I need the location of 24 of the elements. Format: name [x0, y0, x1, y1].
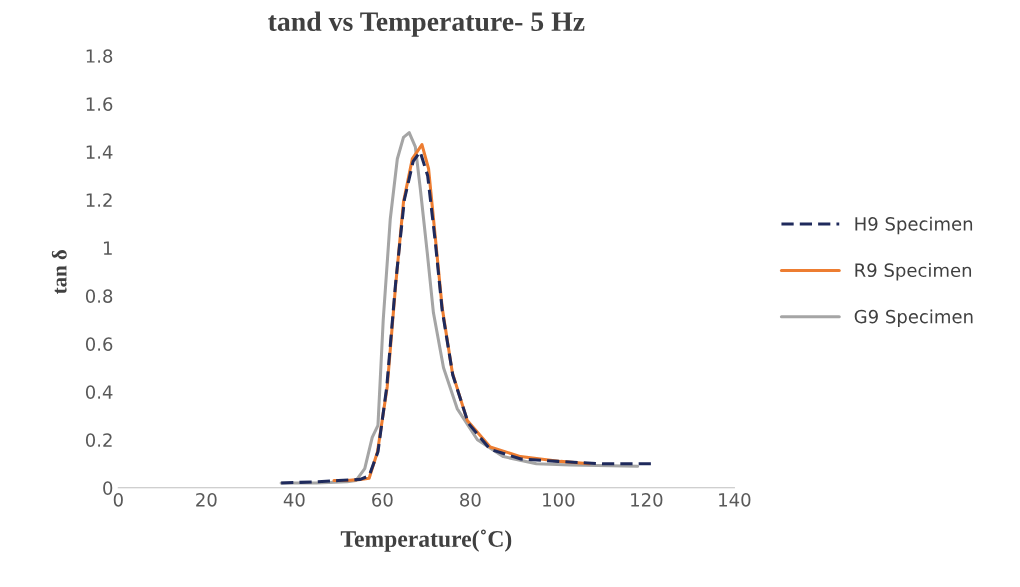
- y-tick-label: 1.6: [86, 97, 113, 111]
- legend-label: H9 Specimen: [855, 216, 973, 235]
- x-tick-label: 120: [631, 492, 663, 507]
- y-tick-label: 0.4: [85, 385, 113, 399]
- legend-label: R9 Specimen: [855, 263, 972, 281]
- x-axis-title: Temperature(˚C): [340, 529, 512, 552]
- chart-title: tand vs Temperature- 5 Hz: [268, 11, 585, 37]
- x-tick-label: 40: [283, 492, 305, 507]
- x-tick-label: 20: [196, 492, 217, 507]
- y-tick-label: 0.8: [85, 289, 113, 303]
- legend-label: G9 Specimen: [854, 309, 973, 327]
- y-tick-label: 0: [103, 481, 113, 495]
- y-tick-label: 1.2: [86, 193, 112, 207]
- y-tick-label: 1: [103, 241, 112, 255]
- x-tick-label: 140: [719, 492, 751, 507]
- y-tick-label: 0.2: [85, 433, 112, 447]
- x-tick-label: 100: [543, 492, 575, 507]
- x-tick-label: 0: [113, 492, 123, 507]
- y-tick-label: 1.8: [86, 49, 113, 63]
- y-tick-label: 0.6: [85, 337, 113, 351]
- x-tick-label: 80: [460, 492, 481, 507]
- y-axis-title: tan δ: [51, 250, 67, 294]
- x-tick-label: 60: [372, 492, 393, 507]
- y-tick-label: 1.4: [86, 145, 113, 159]
